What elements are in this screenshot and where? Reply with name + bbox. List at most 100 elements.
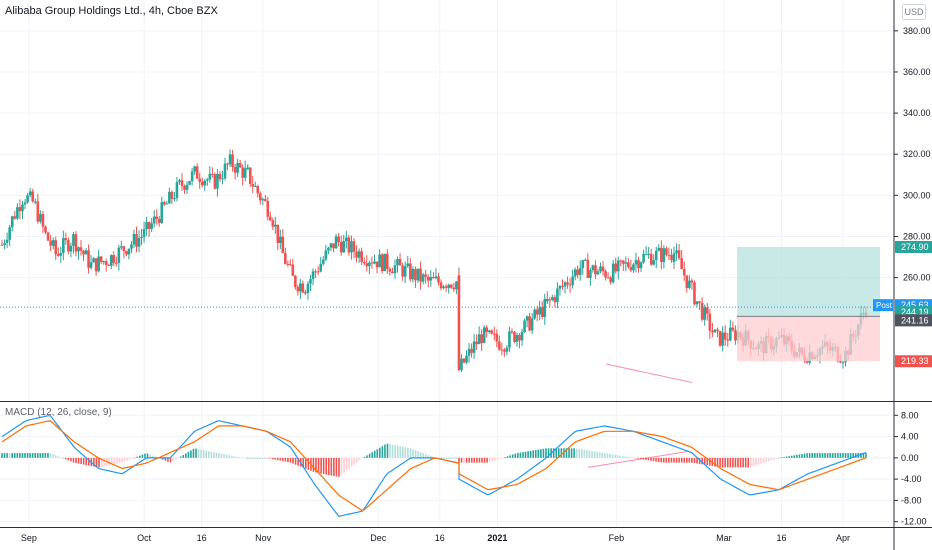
candle <box>647 253 650 255</box>
macd-histogram-bar <box>806 453 808 458</box>
macd-histogram-bar <box>837 453 839 458</box>
macd-histogram-bar <box>350 457 353 467</box>
candle <box>301 283 305 293</box>
macd-histogram-bar <box>678 457 680 463</box>
macd-histogram-bar <box>650 457 652 461</box>
macd-histogram-bar <box>128 457 131 460</box>
macd-histogram-bar <box>72 457 75 463</box>
macd-histogram-bar <box>11 453 14 458</box>
entry-price-tag: 241.16 <box>901 315 929 325</box>
macd-histogram-bar <box>174 457 177 460</box>
macd-histogram-bar <box>637 457 639 459</box>
macd-histogram-bar <box>729 457 732 468</box>
macd-histogram-bar <box>164 457 167 461</box>
candle <box>332 243 335 249</box>
macd-histogram-bar <box>335 457 338 477</box>
candle <box>339 242 343 253</box>
macd-histogram-bar <box>852 453 854 458</box>
candle <box>672 253 676 262</box>
macd-histogram-bar <box>363 456 366 458</box>
macd-histogram-bar <box>220 453 223 458</box>
candle <box>411 269 415 280</box>
candle <box>383 253 387 272</box>
macd-histogram-bar <box>123 457 126 462</box>
macd-histogram-bar <box>494 457 496 461</box>
candle <box>193 166 196 172</box>
macd-histogram-bar <box>24 453 26 458</box>
macd-histogram-bar <box>696 457 698 464</box>
macd-histogram-bar <box>680 457 683 463</box>
candle <box>74 234 78 252</box>
candle <box>296 286 300 292</box>
macd-histogram-bar <box>739 457 742 468</box>
macd-histogram-bar <box>259 457 261 459</box>
macd-histogram-bar <box>765 457 767 463</box>
macd-histogram-bar <box>248 457 251 459</box>
candle <box>731 327 735 331</box>
candle <box>223 163 227 179</box>
candle <box>142 229 146 236</box>
macd-histogram-bar <box>294 457 297 465</box>
macd-histogram-bar <box>734 457 737 468</box>
macd-histogram-bar <box>798 454 801 458</box>
candle <box>614 263 618 272</box>
candle <box>208 173 212 180</box>
macd-histogram-bar <box>54 455 57 458</box>
candle <box>279 236 282 244</box>
candle <box>711 330 714 333</box>
macd-histogram-bar <box>453 457 455 459</box>
candle <box>266 200 270 217</box>
candle <box>291 264 295 276</box>
candle <box>609 277 612 283</box>
candle <box>403 266 407 277</box>
macd-histogram-bar <box>670 457 673 463</box>
macd-histogram-bar <box>172 457 174 462</box>
macd-histogram-bar <box>862 453 865 458</box>
candle <box>375 261 379 268</box>
macd-histogram-bar <box>218 453 220 458</box>
macd-histogram-bar <box>814 453 816 458</box>
macd-histogram-bar <box>118 457 121 464</box>
candle <box>729 327 732 341</box>
candle <box>152 216 156 224</box>
macd-histogram-bar <box>744 457 747 468</box>
candle <box>503 349 506 352</box>
candle <box>700 302 704 320</box>
post-label-bg <box>873 299 893 312</box>
macd-histogram-bar <box>801 454 803 458</box>
candle <box>528 316 531 331</box>
candle <box>64 238 68 241</box>
macd-histogram-bar <box>289 457 292 463</box>
candle <box>18 207 22 212</box>
candle <box>472 341 476 353</box>
candle <box>734 330 737 341</box>
candle <box>695 301 699 305</box>
macd-histogram-bar <box>780 457 783 458</box>
candle <box>205 179 209 181</box>
candle <box>551 297 554 300</box>
candle <box>583 259 587 261</box>
candle <box>492 333 496 335</box>
candle <box>355 251 358 258</box>
candle <box>396 259 399 266</box>
macd-histogram-bar <box>609 453 611 458</box>
time-tick-label: Dec <box>370 533 387 543</box>
price-tick-label: 260.00 <box>903 273 931 283</box>
candle <box>294 275 297 287</box>
candle <box>33 201 37 203</box>
candle <box>444 286 448 288</box>
macd-histogram-bar <box>261 457 264 459</box>
macd-histogram-bar <box>568 448 570 458</box>
candle <box>145 222 148 230</box>
candle <box>175 181 179 199</box>
candle <box>274 224 277 227</box>
macd-tick-label: -12.00 <box>901 517 927 527</box>
currency-button[interactable]: USD <box>902 4 926 20</box>
macd-histogram-bar <box>3 453 6 458</box>
candle <box>150 223 153 229</box>
candle <box>87 250 90 268</box>
time-tick-label: Sep <box>21 533 37 543</box>
macd-histogram-bar <box>458 457 460 463</box>
macd-histogram-bar <box>358 457 361 461</box>
